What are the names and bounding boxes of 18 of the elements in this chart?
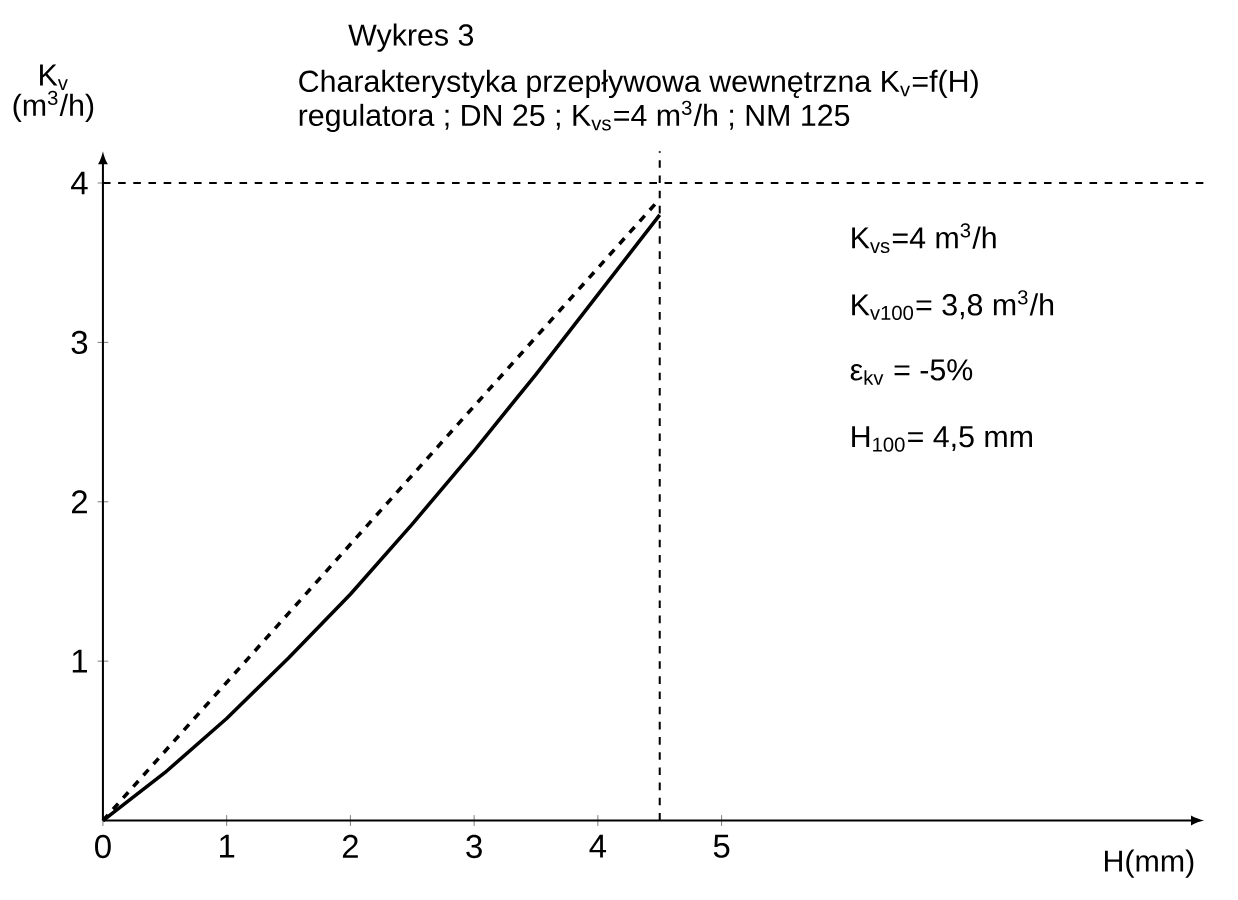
- annotation: H$_{100}$= 4,5 mm: [852, 426, 1032, 452]
- x-axis-title: H(mm): [1105, 849, 1194, 878]
- chart-title: Wykres 3: [348, 23, 474, 52]
- y-tick-label: 3: [71, 330, 88, 355]
- y-tick-label: 1: [72, 649, 88, 673]
- x-tick-label: 5: [713, 835, 730, 858]
- y-tick-label: 4: [71, 171, 88, 195]
- annotation: K$_{v100}$= 3,8 m$^{3}$/h: [852, 290, 1054, 321]
- x-tick-label: 1: [220, 835, 235, 858]
- x-tick-label: 0: [95, 834, 111, 859]
- x-tick-label: 2: [342, 834, 358, 858]
- x-tick-label: 3: [466, 834, 482, 859]
- text: Charakterystyka przepływowa wewnętrzna K$_{v}$=f(H) regulatora ; DN 25 ; K$_{vs}$=4 m$^{3}$/h ; NM 125: [299, 69, 978, 133]
- y-tick-label: 2: [71, 490, 87, 514]
- annotation: K$_{vs}$=4 m$^{3}$/h: [852, 223, 996, 254]
- annotation: ε$_{kv}$ = -5%: [850, 359, 973, 385]
- x-tick-label: 4: [589, 835, 607, 858]
- y-axis-title: K$_{v}$ (m$^{3}$/h): [13, 64, 94, 123]
